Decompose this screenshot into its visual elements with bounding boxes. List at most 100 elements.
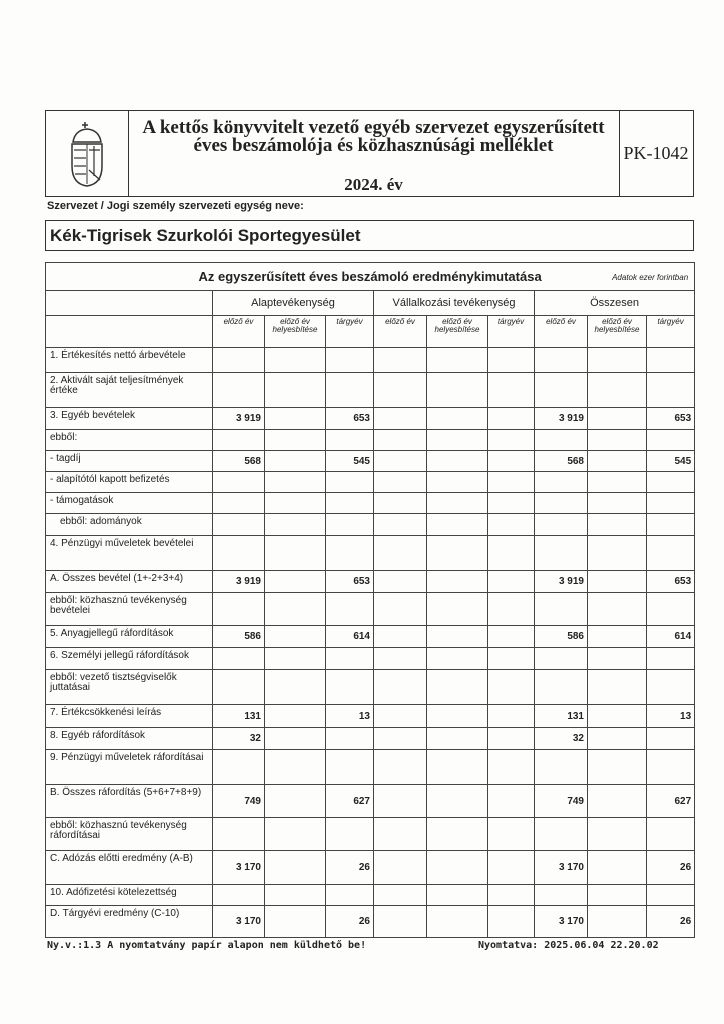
value-cell: [534, 471, 588, 493]
table-row: 5. Anyagjellegű ráfordítások 586 614 586 614: [45, 625, 696, 648]
table-title-cell: Az egyszerűsített éves beszámoló eredmén…: [44, 262, 696, 291]
value-cell: 627: [325, 784, 374, 818]
value-cell: [373, 471, 427, 493]
value-cell: [426, 727, 488, 750]
row-label: D. Tárgyévi eredmény (C-10): [45, 905, 213, 938]
form-header: A kettős könyvvitelt vezető egyéb szerve…: [45, 110, 694, 197]
value-cell: [534, 429, 588, 451]
value-cell: [487, 905, 535, 938]
row-label: 1. Értékesítés nettó árbevétele: [45, 347, 213, 373]
unit-note: Adatok ezer forintban: [612, 273, 689, 282]
footer-note: Ny.v.:1.3 A nyomtatvány papír alapon nem…: [47, 940, 367, 951]
value-cell: [325, 513, 374, 536]
organization-name: Kék-Tigrisek Szurkolói Sportegyesület: [45, 220, 694, 251]
value-cell: 3 919: [534, 407, 588, 430]
value-cell: [587, 784, 647, 818]
subcolumn-header: előző év: [212, 315, 265, 348]
value-cell: [264, 429, 326, 451]
value-cell: [264, 784, 326, 818]
value-cell: [487, 513, 535, 536]
value-cell: [325, 372, 374, 408]
value-cell: [645, 492, 696, 514]
value-cell: 653: [325, 570, 374, 593]
value-cell: [373, 905, 427, 938]
value-cell: [487, 817, 535, 851]
value-cell: [212, 669, 265, 705]
table-row: D. Tárgyévi eredmény (C-10) 3 170 26 3 170 2…: [45, 905, 696, 938]
value-cell: [534, 749, 588, 785]
value-cell: [426, 372, 488, 408]
row-label: B. Összes ráfordítás (5+6+7+8+9): [45, 784, 213, 818]
value-cell: [534, 372, 588, 408]
value-cell: [645, 535, 696, 571]
row-label: 2. Aktivált saját teljesítmények értéke: [45, 372, 213, 408]
row-label: 6. Személyi jellegű ráfordítások: [45, 647, 213, 670]
title-line-1: A kettős könyvvitelt vezető egyéb szerve…: [142, 117, 605, 138]
value-cell: [587, 372, 647, 408]
table-row: 1. Értékesítés nettó árbevétele: [45, 347, 696, 373]
value-cell: 545: [325, 450, 374, 472]
row-label: 9. Pénzügyi műveletek ráfordításai: [45, 749, 213, 785]
value-cell: [373, 407, 427, 430]
value-cell: [534, 669, 588, 705]
value-cell: [645, 372, 696, 408]
corner-cell: [45, 290, 213, 316]
value-cell: [264, 749, 326, 785]
value-cell: 13: [645, 704, 696, 728]
value-cell: 26: [645, 905, 696, 938]
subcolumn-header: előző év helyesbítése: [264, 315, 326, 348]
value-cell: 614: [325, 625, 374, 648]
value-cell: [264, 647, 326, 670]
row-label: ebből: adományok: [45, 513, 213, 536]
value-cell: [587, 347, 647, 373]
value-cell: [645, 471, 696, 493]
group-header: Összesen: [533, 290, 696, 316]
table-row: ebből: adományok: [45, 513, 696, 536]
row-label: ebből: vezető tisztségviselők juttatásai: [45, 669, 213, 705]
value-cell: [325, 669, 374, 705]
table-row: ebből: vezető tisztségviselők juttatásai: [45, 669, 696, 705]
subcolumn-header: előző év: [373, 315, 427, 348]
value-cell: [426, 492, 488, 514]
value-cell: [534, 817, 588, 851]
value-cell: [373, 884, 427, 906]
table-row: ebből: közhasznú tevékenység bevételei: [45, 592, 696, 626]
value-cell: [426, 669, 488, 705]
value-cell: [373, 372, 427, 408]
row-label: 5. Anyagjellegű ráfordítások: [45, 625, 213, 648]
value-cell: [264, 535, 326, 571]
value-cell: [325, 592, 374, 626]
value-cell: [645, 429, 696, 451]
value-cell: [426, 647, 488, 670]
row-label: A. Összes bevétel (1+-2+3+4): [45, 570, 213, 593]
value-cell: [645, 669, 696, 705]
value-cell: [587, 704, 647, 728]
subcolumn-header: előző év: [534, 315, 588, 348]
value-cell: [325, 884, 374, 906]
value-cell: [587, 669, 647, 705]
value-cell: [426, 625, 488, 648]
value-cell: [373, 647, 427, 670]
form-code: PK-1042: [623, 143, 689, 163]
value-cell: [645, 347, 696, 373]
value-cell: [426, 905, 488, 938]
value-cell: [212, 372, 265, 408]
corner-cell: [45, 315, 213, 348]
value-cell: [645, 817, 696, 851]
table-row: 7. Értékcsökkenési leírás 131 13 131 13: [45, 704, 696, 728]
subcolumn-header: tárgyév: [645, 315, 696, 348]
value-cell: [645, 513, 696, 536]
value-cell: 586: [534, 625, 588, 648]
value-cell: [426, 429, 488, 451]
value-cell: [645, 592, 696, 626]
value-cell: [426, 513, 488, 536]
value-cell: [587, 570, 647, 593]
income-statement-table: Az egyszerűsített éves beszámoló eredmén…: [44, 262, 696, 938]
value-cell: [645, 727, 696, 750]
value-cell: [264, 471, 326, 493]
value-cell: 749: [534, 784, 588, 818]
table-row: ebből:: [45, 429, 696, 451]
table-row: 6. Személyi jellegű ráfordítások: [45, 647, 696, 670]
value-cell: [587, 905, 647, 938]
group-header: Vállalkozási tevékenység: [373, 290, 535, 316]
